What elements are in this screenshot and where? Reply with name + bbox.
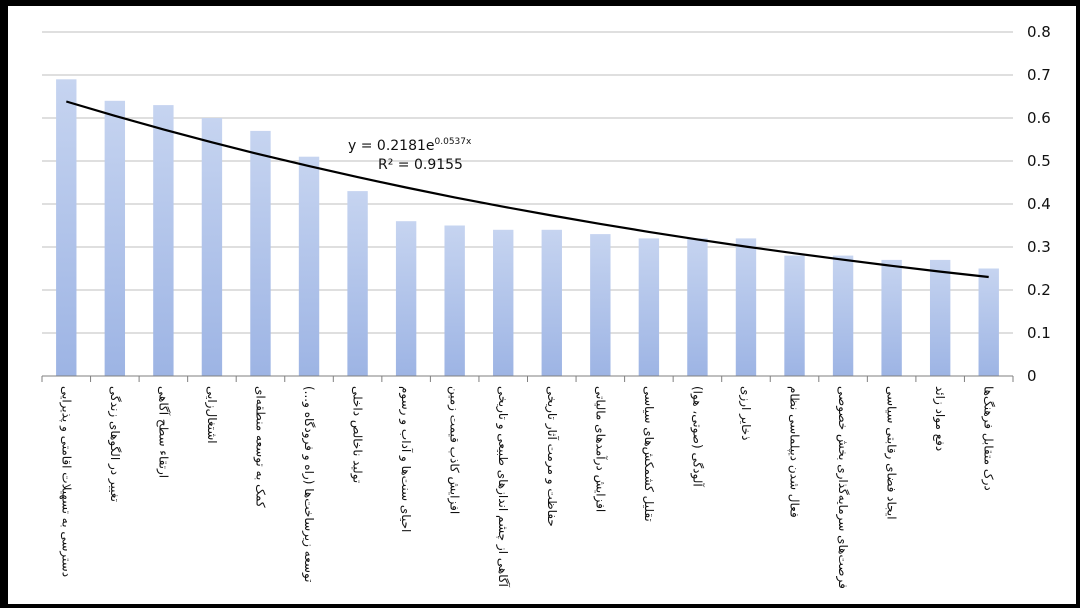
y-tick-label: 0.4 (1027, 195, 1051, 213)
trend-r-squared: R² = 0.9155 (378, 157, 463, 173)
y-tick-label: 0 (1027, 367, 1037, 385)
bar (395, 221, 417, 376)
bars (56, 79, 999, 377)
x-tick-label: احیای سنت‌ها و آداب و رسوم (398, 386, 414, 532)
y-tick-label: 0.5 (1027, 152, 1051, 170)
x-tick-labels: دسترسی به تسهیلات اقامتی و پذیرایی تغییر … (58, 386, 995, 589)
bar (153, 105, 174, 376)
bar (832, 255, 854, 376)
x-tick-label: کمک به توسعه منطقه‌ای (253, 386, 268, 508)
trendline-path (65, 100, 989, 279)
trendline-equation: y = 0.2181e0.0537x R² = 0.9155 (348, 137, 472, 173)
bar (347, 191, 368, 376)
bar (687, 238, 708, 376)
bar (541, 229, 562, 376)
bar (56, 79, 77, 377)
axes (41, 375, 1014, 382)
bar (638, 238, 660, 376)
x-tick-label: حفاظت و مرمت آثار تاریخی (544, 386, 560, 527)
bar (735, 238, 757, 376)
bar (881, 259, 902, 376)
trendline (65, 100, 989, 279)
y-tick-labels: 0 0.1 0.2 0.3 0.4 0.5 0.6 0.7 0.8 (1027, 23, 1051, 385)
gridlines (42, 31, 1013, 334)
trend-equation: y = 0.2181e0.0537x (348, 137, 472, 154)
bar-chart: 0 0.1 0.2 0.3 0.4 0.5 0.6 0.7 0.8 دسترسی به تسهی… (41, 23, 1051, 589)
x-tick-label: افزایش کاذب قیمت زمین (447, 386, 462, 514)
bar (929, 259, 951, 376)
x-tick-label: افزایش درآمدهای مالیاتی (592, 386, 608, 512)
x-tick-label: تولید ناخالص داخلی (350, 386, 365, 483)
x-tick-label: دفع مواد زائد (932, 386, 947, 451)
x-tick-label: تغییر در الگوهای زندگی (107, 386, 122, 502)
y-tick-label: 0.8 (1027, 23, 1051, 41)
y-tick-label: 0.7 (1027, 66, 1051, 84)
bar (250, 130, 271, 376)
bar (444, 225, 465, 376)
bar (201, 118, 223, 376)
x-tick-label: تقلیل کشمکش‌های سیاسی (641, 386, 656, 522)
bar (590, 234, 611, 376)
x-tick-label: درک متقابل فرهنگ‌ها (981, 386, 996, 491)
y-tick-label: 0.1 (1027, 324, 1051, 342)
x-tick-label: آلودگی (صوتی، هوا) (689, 386, 705, 487)
x-tick-label: آگاهی از چشم اندازهای طبیعی و تاریخی (495, 386, 511, 588)
y-tick-label: 0.3 (1027, 238, 1051, 256)
x-tick-label: دسترسی به تسهیلات اقامتی و پذیرایی (58, 386, 73, 577)
x-tick-label: فرصت‌های سرمایه‌گذاری بخش خصوصی (835, 386, 850, 589)
bar (298, 156, 320, 376)
chart-panel: 0 0.1 0.2 0.3 0.4 0.5 0.6 0.7 0.8 دسترسی به تسهی… (8, 6, 1076, 604)
y-tick-label: 0.6 (1027, 109, 1051, 127)
x-tick-label: ذخایر ارزی (738, 386, 753, 441)
bar (104, 100, 126, 377)
x-tick-label: ارتقاء سطح آگاهی (155, 386, 171, 478)
x-tick-label: اشتغال‌زایی (204, 386, 219, 444)
bar (493, 229, 514, 376)
bar (784, 255, 805, 376)
x-tick-label: توسعه زیرساخت‌ها (راه و فرودگاه و...) (301, 386, 316, 583)
x-tick-label: ایجاد فضای رقابتی سیاسی (884, 386, 899, 520)
bar (978, 268, 999, 376)
x-tick-label: فعال شدن دیپلماسی نظام (788, 386, 802, 518)
y-tick-label: 0.2 (1027, 281, 1051, 299)
